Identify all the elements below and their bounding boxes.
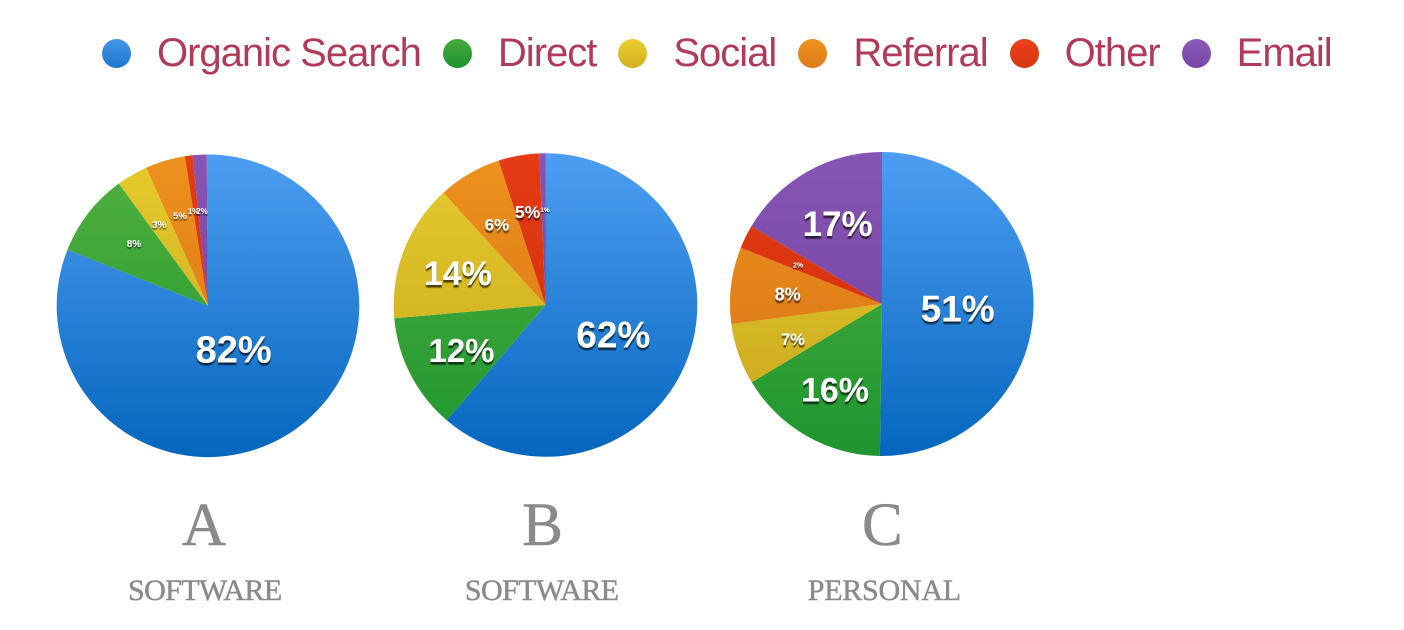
svg-text:2%: 2% (793, 262, 804, 269)
svg-text:2%: 2% (196, 207, 208, 216)
svg-text:8%: 8% (127, 239, 142, 250)
svg-text:8%: 8% (775, 284, 801, 304)
svg-text:5%: 5% (173, 211, 187, 222)
svg-text:17%: 17% (803, 205, 873, 244)
svg-text:62%: 62% (576, 314, 650, 355)
svg-text:12%: 12% (428, 332, 494, 369)
svg-text:3%: 3% (152, 220, 167, 231)
svg-text:1%: 1% (540, 207, 550, 214)
svg-text:16%: 16% (801, 372, 869, 410)
svg-text:82%: 82% (196, 330, 272, 372)
svg-text:1%: 1% (188, 207, 200, 216)
svg-text:6%: 6% (485, 216, 510, 235)
svg-text:14%: 14% (424, 255, 492, 293)
svg-text:5%: 5% (515, 202, 541, 222)
svg-text:51%: 51% (921, 289, 995, 330)
svg-text:7%: 7% (781, 331, 805, 349)
